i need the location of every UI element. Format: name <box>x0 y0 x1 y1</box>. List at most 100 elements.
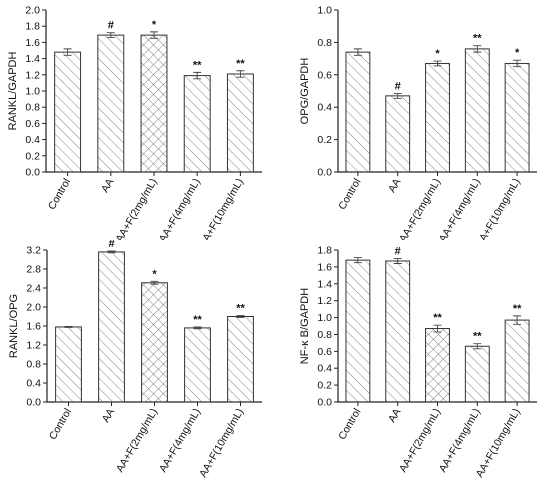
x-tick-label: Control <box>336 407 363 442</box>
y-tick-label: 2.4 <box>26 283 41 295</box>
x-tick-label: AA+F(10mg/mL) <box>197 407 246 480</box>
bar <box>385 260 411 403</box>
significance-label: # <box>395 245 401 257</box>
y-tick-label: 0.2 <box>25 150 40 162</box>
significance-label: * <box>152 268 157 280</box>
error-bar <box>473 45 482 53</box>
y-tick-label: 1.4 <box>317 278 332 290</box>
significance-label: # <box>108 240 114 250</box>
chart-rankl-opg: 0.0 0.4 0.8 1.2 1.6 2.0 2.4 2.8 3.2 RANKL/OPG Cont… <box>8 240 262 480</box>
x-tick-label: Control <box>47 407 74 442</box>
y-tick-label: 2.8 <box>26 264 41 276</box>
y-tick-label: 2.0 <box>26 302 41 314</box>
x-tick-label: AA <box>99 177 116 195</box>
x-tick-label: AA <box>100 407 117 425</box>
y-tick-label: 0.2 <box>317 380 332 392</box>
error-bar <box>513 59 522 68</box>
x-tick-label: AA+F(2mg/mL) <box>114 407 160 475</box>
bar <box>345 51 371 173</box>
bar <box>504 319 530 403</box>
x-tick-label: AA+F(2mg/mL) <box>397 407 443 475</box>
bar <box>183 75 211 173</box>
significance-label: ** <box>433 312 442 324</box>
x-tick-label: AA+F(4mg/mL) <box>437 407 483 475</box>
chart-nfkb-gapdh: 0.0 0.2 0.4 0.6 0.8 1.0 1.2 1.4 1.6 1.8 NF-κ B/GAP… <box>299 245 537 480</box>
significance-label: * <box>152 19 157 31</box>
error-bar <box>150 31 158 39</box>
y-tick-label: 3.2 <box>26 245 41 257</box>
bar <box>184 327 211 403</box>
y-tick-label: 0.0 <box>317 167 332 179</box>
bar <box>226 73 254 173</box>
chart-opg-gapdh: 0.0 0.2 0.4 0.6 0.8 1.0 OPG/GAPDH Control # AA * AA… <box>299 5 537 241</box>
y-axis-label: OPG/GAPDH <box>299 58 311 125</box>
error-bar <box>64 326 73 328</box>
bar <box>504 62 530 173</box>
y-tick-label: 0.8 <box>317 329 332 341</box>
bar <box>227 316 254 403</box>
y-tick-label: 0.4 <box>25 134 40 146</box>
bar <box>464 345 490 403</box>
x-tick-label: AA+F(4mg/mL) <box>157 407 203 475</box>
y-tick-label: 1.8 <box>317 245 332 257</box>
x-tick-label: AA+F(10mg/mL) <box>474 407 523 480</box>
y-tick-label: 1.6 <box>317 261 332 273</box>
y-tick-label: 0.8 <box>26 359 41 371</box>
error-bar <box>393 257 402 264</box>
chart-rankl-gapdh: 0.0 0.2 0.4 0.6 0.8 1.0 1.2 1.4 1.6 1.8 2.0 RANKL/G… <box>7 5 262 241</box>
bar <box>425 62 450 173</box>
error-bar <box>473 343 482 350</box>
significance-label: ** <box>193 314 202 326</box>
significance-label: # <box>395 80 401 92</box>
y-tick-label: 0.4 <box>26 378 41 390</box>
x-tick-label: AA+F(4mg/mL) <box>437 177 483 241</box>
significance-label: ** <box>236 303 245 315</box>
bar <box>141 282 168 403</box>
y-tick-label: 1.8 <box>25 21 40 33</box>
y-tick-label: 0.8 <box>25 102 40 114</box>
bar <box>55 326 82 403</box>
error-bar <box>393 92 402 99</box>
y-tick-label: 1.0 <box>25 86 40 98</box>
error-bar <box>236 315 245 318</box>
significance-label: ** <box>193 59 202 71</box>
y-tick-label: 1.6 <box>26 321 41 333</box>
y-tick-label: 0.6 <box>317 69 332 81</box>
x-tick-label: AA+F(4mg/mL) <box>157 177 203 241</box>
significance-label: ** <box>473 331 482 343</box>
bar <box>54 51 82 173</box>
error-bar <box>193 326 202 330</box>
y-tick-label: 0.0 <box>26 397 41 409</box>
y-axis-label: RANKL/GAPDH <box>7 52 19 131</box>
y-tick-label: 1.2 <box>317 295 332 307</box>
y-tick-label: 1.6 <box>25 37 40 49</box>
bar <box>385 95 411 173</box>
y-tick-label: 0.6 <box>317 346 332 358</box>
y-tick-label: 1.0 <box>317 5 332 17</box>
y-axis-label: NF-κ B/GAPDH <box>299 288 311 364</box>
error-bar <box>513 315 522 325</box>
x-tick-label: AA+F(2mg/mL) <box>113 177 159 241</box>
y-tick-label: 0.4 <box>317 363 332 375</box>
bar <box>425 328 450 403</box>
bar <box>464 48 490 173</box>
error-bar <box>150 280 159 285</box>
significance-label: ** <box>513 303 522 315</box>
y-axis-label: RANKL/OPG <box>8 294 20 358</box>
y-tick-label: 0.2 <box>317 134 332 146</box>
bar <box>345 259 371 403</box>
error-bar <box>193 71 202 80</box>
error-bar <box>107 250 116 254</box>
significance-label: ** <box>236 58 245 70</box>
error-bar <box>353 48 362 56</box>
x-tick-label: AA+F(2mg/mL) <box>397 177 443 241</box>
bar <box>97 34 125 173</box>
significance-label: ** <box>473 33 482 45</box>
significance-label: # <box>108 20 114 32</box>
error-bar <box>353 257 362 264</box>
y-tick-label: 2.0 <box>25 5 40 17</box>
y-tick-label: 1.2 <box>26 340 41 352</box>
error-bar <box>433 60 442 67</box>
bar <box>98 251 125 403</box>
